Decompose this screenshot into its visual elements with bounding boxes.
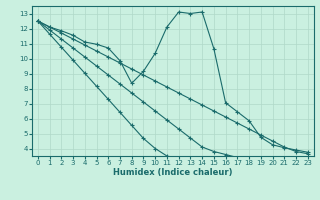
- X-axis label: Humidex (Indice chaleur): Humidex (Indice chaleur): [113, 168, 233, 177]
